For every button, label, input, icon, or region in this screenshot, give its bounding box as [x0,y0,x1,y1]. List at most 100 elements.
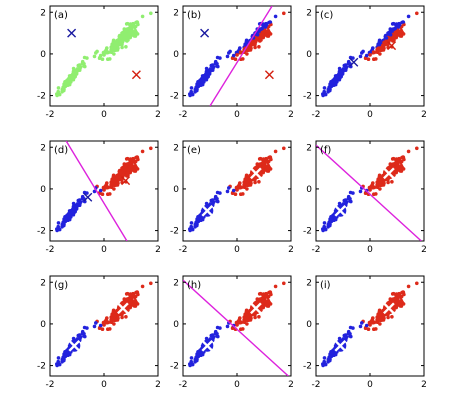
data-point [118,171,123,175]
data-point [386,31,390,35]
data-point [390,292,395,296]
data-point [328,84,332,88]
data-point [238,316,242,320]
data-point [253,180,257,185]
data-point [390,162,395,167]
data-point [128,24,132,28]
data-point [190,362,195,367]
panel-d: -2 0 2 2 0 -2 (d) [37,140,161,255]
data-point [195,354,199,359]
data-point [238,46,242,50]
y-tick-label: 0 [306,320,312,330]
data-point [259,36,263,40]
data-point [225,54,230,59]
x-tick-label: -2 [312,380,321,390]
panel-b: -2 0 2 2 0 -2 (b) [170,5,294,120]
data-point [394,24,398,28]
data-point [208,67,213,71]
panel-g: -2 0 2 2 0 -2 (g) [37,275,161,390]
data-point [377,177,382,182]
data-point [60,222,65,227]
data-point [225,189,230,194]
data-point [193,87,198,92]
data-point [233,57,238,61]
data-point [56,356,61,360]
data-point [135,167,140,171]
data-point [122,167,127,172]
data-point [282,146,286,151]
data-point [120,166,124,170]
y-tick-label: 0 [306,50,312,60]
data-point [127,301,132,306]
data-point [341,337,346,341]
data-point [196,216,201,221]
data-point [366,57,371,61]
y-tick-label: -2 [37,227,46,237]
data-point [341,202,346,206]
data-point [231,53,236,58]
data-point [82,332,86,336]
data-point [121,173,126,177]
data-point [238,50,243,54]
data-point [268,167,273,171]
data-point [371,50,376,54]
data-point [193,222,198,227]
centroid-cluster1 [334,204,347,217]
data-point [257,162,262,167]
data-point [245,52,249,56]
data-point [201,76,205,81]
data-point [72,71,77,76]
data-point [55,92,59,96]
data-point [260,31,265,36]
data-point [200,81,204,85]
data-point [85,191,89,195]
centroid-cluster2 [387,41,397,51]
centroid-cluster2 [121,176,131,186]
y-tick-label: 2 [40,278,46,288]
y-tick-label: -2 [303,362,312,372]
data-point [244,312,249,317]
data-point [392,36,396,40]
data-point [268,290,272,294]
panel-grid: -2 0 220-2(a)-2 0 220-2(b)-2 0 220-2(c)-2 0 220-… [37,5,427,390]
data-point [188,227,192,231]
plot-area [188,6,286,106]
data-point [265,34,270,38]
data-point [77,333,82,337]
data-point [245,322,249,326]
y-tick-label: 0 [173,50,179,60]
data-point [132,304,137,308]
data-point [244,175,249,179]
data-point [358,324,363,329]
data-point [398,34,403,38]
data-point [242,317,247,321]
centroid-cluster2 [382,167,395,180]
data-point [62,219,66,223]
data-point [257,180,261,184]
data-point [377,312,382,317]
data-point [377,175,382,179]
data-point [205,71,210,76]
y-tick-label: -2 [37,92,46,102]
panel-i: -2 0 2 2 0 -2 (i) [303,275,427,390]
data-point [252,40,257,45]
centroid-cluster2 [131,70,141,80]
data-point [195,84,199,88]
data-point [337,336,342,341]
panel-label: (i) [320,280,331,291]
data-point [215,62,219,66]
data-point [218,326,222,330]
data-point [401,290,405,294]
data-point [215,197,219,201]
data-point [119,40,124,45]
data-point [97,326,102,331]
data-point [238,185,243,189]
data-point [415,146,419,151]
data-point [333,81,337,85]
data-point [126,171,130,175]
data-point [135,32,140,36]
data-point [98,323,103,328]
data-point [135,20,139,24]
plot-area [316,144,422,241]
data-point [75,337,80,341]
